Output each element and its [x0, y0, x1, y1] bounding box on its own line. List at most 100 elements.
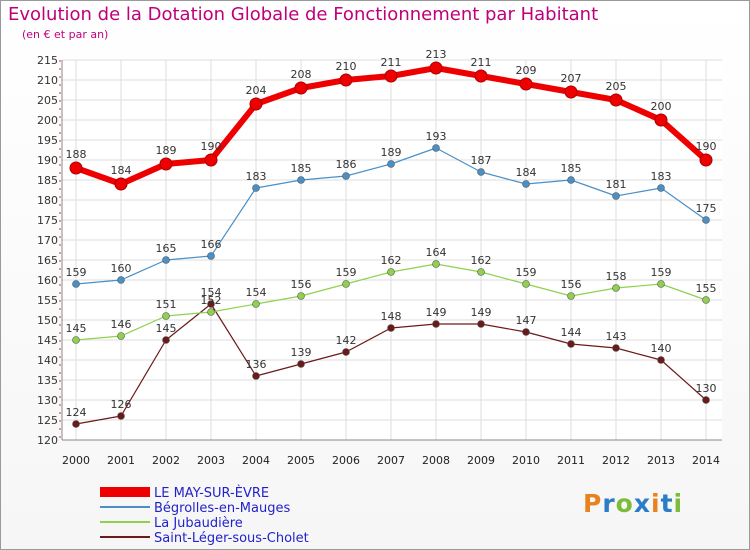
- data-label: 147: [516, 314, 537, 327]
- data-label: 142: [336, 334, 357, 347]
- data-point: [162, 256, 170, 264]
- data-label: 166: [201, 238, 222, 251]
- data-point: [387, 324, 395, 332]
- data-point: [429, 61, 443, 75]
- y-tick-label: 140: [37, 354, 58, 367]
- y-tick-label: 205: [37, 94, 58, 107]
- data-point: [564, 85, 578, 99]
- data-point: [432, 260, 440, 268]
- data-label: 208: [291, 68, 312, 81]
- x-tick-label: 2000: [62, 454, 90, 467]
- y-tick-label: 130: [37, 394, 58, 407]
- data-point: [117, 276, 125, 284]
- data-point: [477, 168, 485, 176]
- data-label: 143: [606, 330, 627, 343]
- data-label: 189: [156, 144, 177, 157]
- data-label: 145: [66, 322, 87, 335]
- y-tick-label: 195: [37, 134, 58, 147]
- y-tick-label: 190: [37, 154, 58, 167]
- data-label: 213: [426, 48, 447, 61]
- data-point: [117, 412, 125, 420]
- data-point: [654, 113, 668, 127]
- logo-letter: P: [583, 489, 603, 518]
- logo-letter: i: [651, 489, 661, 518]
- data-label: 124: [66, 406, 87, 419]
- x-tick-label: 2008: [422, 454, 450, 467]
- data-label: 144: [561, 326, 582, 339]
- data-point: [114, 177, 128, 191]
- data-label: 155: [696, 282, 717, 295]
- x-tick-label: 2012: [602, 454, 630, 467]
- y-tick-label: 200: [37, 114, 58, 127]
- data-point: [72, 420, 80, 428]
- data-label: 140: [651, 342, 672, 355]
- data-label: 183: [246, 170, 267, 183]
- data-label: 181: [606, 178, 627, 191]
- data-label: 175: [696, 202, 717, 215]
- data-label: 211: [471, 56, 492, 69]
- data-label: 152: [201, 294, 222, 307]
- data-label: 139: [291, 346, 312, 359]
- data-point: [657, 280, 665, 288]
- logo-letter: r: [602, 489, 616, 518]
- data-label: 164: [426, 246, 447, 259]
- data-point: [249, 97, 263, 111]
- data-point: [567, 292, 575, 300]
- y-tick-label: 145: [37, 334, 58, 347]
- data-point: [387, 268, 395, 276]
- data-label: 200: [651, 100, 672, 113]
- data-point: [474, 69, 488, 83]
- data-point: [432, 144, 440, 152]
- y-tick-label: 155: [37, 294, 58, 307]
- data-point: [162, 336, 170, 344]
- data-label: 209: [516, 64, 537, 77]
- data-label: 187: [471, 154, 492, 167]
- data-label: 162: [471, 254, 492, 267]
- y-tick-label: 175: [37, 214, 58, 227]
- proxiti-logo: Proxiti: [583, 489, 683, 518]
- data-label: 204: [246, 84, 267, 97]
- data-label: 162: [381, 254, 402, 267]
- data-label: 159: [336, 266, 357, 279]
- y-tick-label: 210: [37, 74, 58, 87]
- y-tick-label: 135: [37, 374, 58, 387]
- data-label: 159: [66, 266, 87, 279]
- data-point: [522, 280, 530, 288]
- data-point: [162, 312, 170, 320]
- data-point: [297, 292, 305, 300]
- data-label: 185: [561, 162, 582, 175]
- data-point: [297, 176, 305, 184]
- data-label: 184: [516, 166, 537, 179]
- data-point: [384, 69, 398, 83]
- logo-letter: o: [615, 489, 634, 518]
- x-tick-label: 2004: [242, 454, 270, 467]
- y-tick-label: 170: [37, 234, 58, 247]
- data-point: [159, 157, 173, 171]
- data-point: [522, 328, 530, 336]
- legend-label: La Jubaudière: [154, 516, 243, 531]
- data-point: [567, 176, 575, 184]
- data-label: 130: [696, 382, 717, 395]
- data-label: 183: [651, 170, 672, 183]
- data-label: 151: [156, 298, 177, 311]
- data-label: 160: [111, 262, 132, 275]
- series-0: 188 184 189 190 204 208 210 211 213 211 209 207 205 2…: [66, 48, 717, 191]
- data-point: [342, 348, 350, 356]
- data-label: 210: [336, 60, 357, 73]
- chart-subtitle: (en € et par an): [22, 28, 109, 41]
- data-point: [612, 344, 620, 352]
- series-1: 159 160 165 166 183 185 186 189 193 187 184 185 181 1…: [66, 130, 717, 288]
- data-label: 205: [606, 80, 627, 93]
- data-label: 189: [381, 146, 402, 159]
- data-label: 154: [246, 286, 267, 299]
- data-label: 149: [471, 306, 492, 319]
- data-point: [612, 192, 620, 200]
- chart-title: Evolution de la Dotation Globale de Fonc…: [8, 4, 599, 25]
- x-tick-label: 2001: [107, 454, 135, 467]
- x-tick-label: 2006: [332, 454, 360, 467]
- data-point: [342, 172, 350, 180]
- data-point: [609, 93, 623, 107]
- data-label: 184: [111, 164, 132, 177]
- data-label: 156: [291, 278, 312, 291]
